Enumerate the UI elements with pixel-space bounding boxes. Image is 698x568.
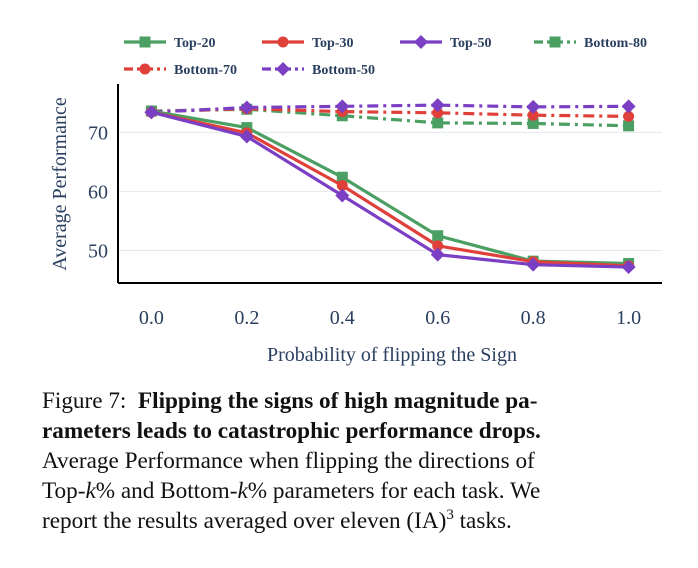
data-point bbox=[527, 117, 539, 129]
data-point bbox=[623, 120, 635, 132]
data-point bbox=[621, 260, 636, 275]
figure-caption: Figure 7: Flipping the signs of high mag… bbox=[42, 386, 674, 536]
data-point bbox=[526, 257, 541, 272]
data-point bbox=[336, 171, 348, 183]
caption-line-3: Average Performance when flipping the di… bbox=[42, 448, 535, 474]
caption-bold-title-2: rameters leads to catastrophic performan… bbox=[42, 418, 541, 444]
legend-label: Bottom-80 bbox=[584, 36, 647, 51]
data-point bbox=[432, 230, 444, 242]
x-tick-label: 1.0 bbox=[616, 307, 641, 329]
legend-label: Bottom-70 bbox=[174, 63, 237, 78]
legend-swatch-marker bbox=[139, 36, 151, 48]
legend-item: Bottom-70 bbox=[124, 63, 237, 78]
y-axis-label: Average Performance bbox=[49, 97, 71, 271]
series-line bbox=[151, 110, 629, 269]
chart-legend: Top-20 Top-30 Top-50 Bottom-80 Bottom-70 Bott… bbox=[124, 35, 647, 78]
series-line bbox=[151, 109, 629, 266]
data-point bbox=[335, 99, 350, 114]
y-tick-label: 60 bbox=[88, 181, 108, 203]
legend-item: Top-20 bbox=[124, 36, 216, 51]
caption-line-4: Top-k% and Bottom-k% parameters for each… bbox=[42, 476, 674, 506]
data-point bbox=[335, 188, 350, 203]
x-axis-label: Probability of flipping the Sign bbox=[267, 344, 517, 366]
series-line bbox=[151, 103, 629, 114]
chart-axes: 50 60 70 0.0 0.2 0.4 0.6 0.8 1.0 bbox=[88, 84, 662, 329]
data-point bbox=[526, 99, 541, 114]
caption-text: % parameters for each task. We bbox=[247, 478, 541, 504]
series-line bbox=[151, 107, 629, 118]
legend-swatch-marker bbox=[276, 62, 290, 76]
legend-label: Top-30 bbox=[312, 36, 354, 51]
chart-series bbox=[144, 98, 636, 275]
caption-text: Top- bbox=[42, 478, 86, 504]
caption-superscript: 3 bbox=[446, 507, 454, 523]
data-point bbox=[621, 99, 636, 114]
x-tick-label: 0.4 bbox=[330, 307, 355, 329]
legend-swatch-marker bbox=[549, 36, 561, 48]
data-point bbox=[432, 117, 444, 129]
legend-swatch-marker bbox=[277, 36, 289, 48]
series-top-30 bbox=[145, 106, 635, 272]
legend-item: Top-50 bbox=[400, 35, 492, 51]
caption-text: % and Bottom- bbox=[95, 478, 238, 504]
data-point bbox=[239, 100, 254, 115]
legend-label: Top-50 bbox=[450, 36, 492, 51]
series-top-50 bbox=[144, 105, 636, 275]
data-point bbox=[430, 247, 445, 262]
legend-item: Top-30 bbox=[262, 36, 354, 51]
caption-bold-title-1: Flipping the signs of high magnitude pa- bbox=[137, 388, 538, 414]
legend-label: Bottom-50 bbox=[312, 63, 375, 78]
y-tick-label: 50 bbox=[88, 241, 108, 263]
x-tick-label: 0.2 bbox=[234, 307, 259, 329]
caption-line-1: Figure 7: Flipping the signs of high mag… bbox=[42, 386, 674, 416]
data-point bbox=[432, 240, 444, 252]
data-point bbox=[430, 98, 445, 113]
data-point bbox=[623, 110, 635, 122]
caption-text: tasks. bbox=[453, 508, 512, 534]
legend-label: Top-20 bbox=[174, 36, 216, 51]
caption-text: report the results averaged over eleven … bbox=[42, 508, 447, 534]
legend-item: Bottom-80 bbox=[534, 36, 647, 51]
caption-math-k: k bbox=[237, 478, 248, 504]
line-chart: Top-20 Top-30 Top-50 Bottom-80 Bottom-70 Bott… bbox=[49, 35, 662, 366]
legend-swatch-marker bbox=[414, 35, 428, 49]
data-point bbox=[336, 180, 348, 191]
data-point bbox=[144, 105, 159, 120]
y-tick-label: 70 bbox=[88, 122, 108, 144]
caption-figure-label: Figure 7: bbox=[42, 388, 127, 414]
data-point bbox=[527, 109, 539, 121]
x-tick-label: 0.6 bbox=[425, 307, 450, 329]
chart-gridlines bbox=[118, 131, 662, 251]
series-line bbox=[151, 110, 629, 268]
caption-math-k: k bbox=[85, 478, 96, 504]
x-tick-label: 0.8 bbox=[521, 307, 546, 329]
legend-item: Bottom-50 bbox=[262, 62, 375, 78]
x-tick-label: 0.0 bbox=[139, 307, 164, 329]
data-point bbox=[432, 107, 444, 119]
data-point bbox=[239, 129, 254, 144]
caption-line-5: report the results averaged over eleven … bbox=[42, 506, 674, 536]
legend-swatch-marker bbox=[139, 63, 151, 75]
